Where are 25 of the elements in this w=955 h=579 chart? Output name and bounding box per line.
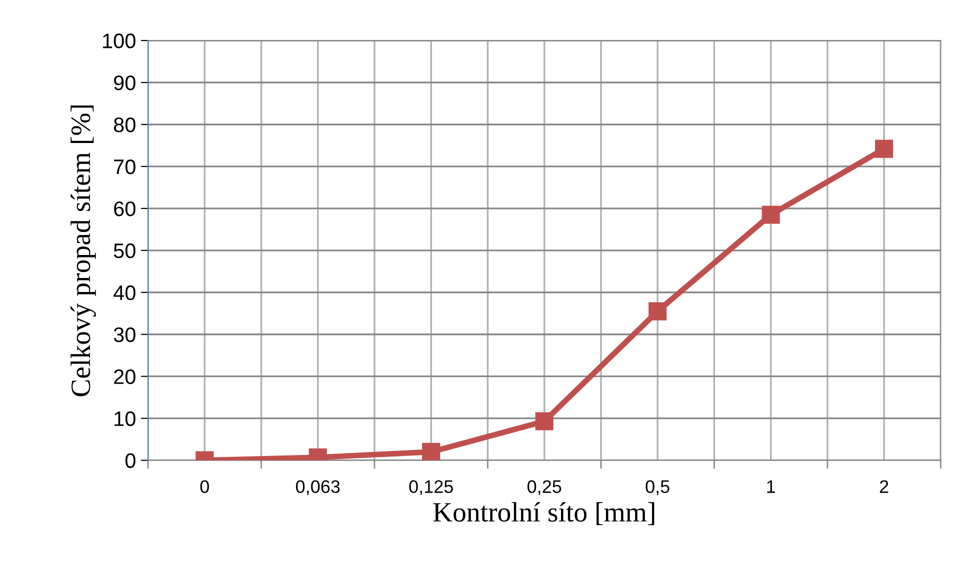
point <box>762 206 780 224</box>
y-tick-label: 10 <box>114 411 136 426</box>
x-tick-label: 0,5 <box>646 480 670 496</box>
y-axis-title: Celkový propad sítem [%] <box>70 106 96 396</box>
y-tick-label: 20 <box>114 369 136 384</box>
point <box>535 412 554 430</box>
x-tick-label: 0,063 <box>296 480 340 496</box>
y-tick-label: 40 <box>114 285 136 300</box>
x-tick-label: 2 <box>880 480 888 493</box>
x-tick-label: 1 <box>767 480 775 493</box>
x-axis-title: Kontrolní síto [mm] <box>433 502 654 526</box>
x-tick-label: 0 <box>200 480 209 494</box>
y-tick-label: 50 <box>114 243 136 258</box>
y-tick-label: 0 <box>125 453 136 468</box>
y-tick-label: 100 <box>103 34 136 48</box>
point <box>422 442 440 460</box>
y-tick-label: 30 <box>114 327 136 342</box>
y-tick-label: 80 <box>114 117 136 132</box>
point <box>648 302 667 320</box>
y-tick-label: 70 <box>114 159 136 174</box>
y-tick-label: 60 <box>114 201 136 216</box>
x-tick-label: 0,25 <box>527 480 562 496</box>
y-tick-label: 90 <box>114 76 136 90</box>
x-tick-label: 0,125 <box>409 480 453 496</box>
point <box>875 140 894 158</box>
